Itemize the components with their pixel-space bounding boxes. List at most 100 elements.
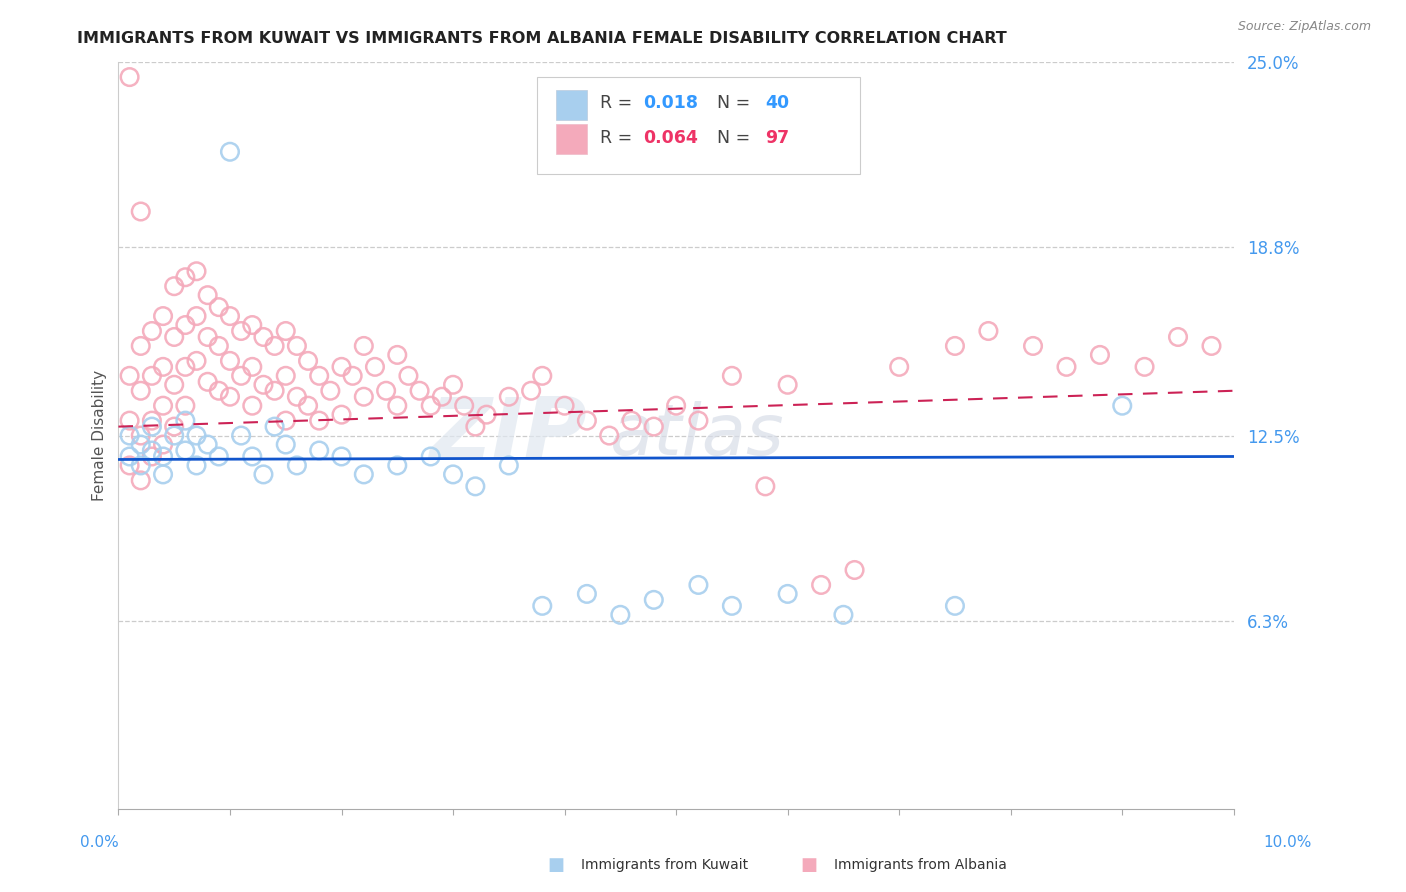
Point — [231, 368, 253, 383]
Point — [263, 419, 285, 434]
Text: ■: ■ — [800, 856, 817, 874]
Point — [197, 288, 219, 302]
Point — [844, 563, 866, 577]
Point — [252, 377, 274, 392]
Point — [375, 384, 398, 398]
Point — [520, 384, 543, 398]
Point — [174, 359, 197, 374]
Point — [129, 428, 152, 442]
Point — [118, 414, 141, 428]
Text: N =: N = — [706, 95, 756, 112]
Point — [598, 428, 620, 442]
Point — [274, 368, 297, 383]
Point — [274, 324, 297, 338]
Text: R =: R = — [600, 128, 638, 146]
Point — [152, 437, 174, 451]
Point — [285, 458, 308, 473]
Point — [531, 368, 554, 383]
Point — [754, 479, 776, 493]
Point — [308, 414, 330, 428]
Text: 0.018: 0.018 — [643, 95, 697, 112]
Point — [152, 309, 174, 323]
Point — [252, 330, 274, 344]
Point — [554, 399, 576, 413]
Point — [141, 450, 163, 464]
Point — [163, 377, 186, 392]
Point — [688, 414, 710, 428]
Point — [387, 399, 409, 413]
FancyBboxPatch shape — [555, 124, 586, 154]
Point — [387, 458, 409, 473]
Point — [1133, 359, 1156, 374]
Point — [285, 339, 308, 353]
Point — [163, 428, 186, 442]
Text: N =: N = — [706, 128, 756, 146]
Point — [776, 377, 799, 392]
Point — [219, 390, 242, 404]
Point — [163, 419, 186, 434]
Point — [643, 419, 665, 434]
Text: ZIP: ZIP — [429, 394, 586, 477]
Point — [118, 458, 141, 473]
Point — [163, 279, 186, 293]
Point — [464, 419, 486, 434]
Point — [1056, 359, 1078, 374]
Point — [252, 467, 274, 482]
Point — [330, 359, 353, 374]
Point — [219, 309, 242, 323]
Point — [419, 450, 441, 464]
Point — [620, 414, 643, 428]
Point — [1167, 330, 1189, 344]
Text: IMMIGRANTS FROM KUWAIT VS IMMIGRANTS FROM ALBANIA FEMALE DISABILITY CORRELATION : IMMIGRANTS FROM KUWAIT VS IMMIGRANTS FRO… — [77, 31, 1007, 46]
Point — [129, 339, 152, 353]
Point — [129, 458, 152, 473]
Point — [575, 414, 598, 428]
Point — [464, 479, 486, 493]
Point — [219, 145, 242, 159]
Point — [186, 309, 208, 323]
Point — [721, 599, 744, 613]
Point — [387, 348, 409, 362]
Y-axis label: Female Disability: Female Disability — [93, 370, 107, 501]
Text: ■: ■ — [547, 856, 564, 874]
Point — [1022, 339, 1045, 353]
Point — [665, 399, 688, 413]
Point — [943, 339, 966, 353]
Point — [197, 330, 219, 344]
Point — [430, 390, 453, 404]
Point — [396, 368, 419, 383]
Text: R =: R = — [600, 95, 638, 112]
Point — [141, 419, 163, 434]
Point — [721, 368, 744, 383]
Point — [186, 264, 208, 278]
Point — [186, 458, 208, 473]
Point — [174, 443, 197, 458]
Point — [419, 399, 441, 413]
Point — [263, 384, 285, 398]
Point — [1088, 348, 1111, 362]
Point — [353, 390, 375, 404]
Text: Immigrants from Albania: Immigrants from Albania — [834, 858, 1007, 872]
Point — [240, 318, 263, 332]
Point — [274, 437, 297, 451]
Point — [943, 599, 966, 613]
Point — [174, 399, 197, 413]
Point — [1111, 399, 1133, 413]
Point — [118, 70, 141, 84]
Text: 0.064: 0.064 — [643, 128, 697, 146]
Point — [240, 399, 263, 413]
Point — [129, 437, 152, 451]
Point — [219, 354, 242, 368]
Point — [240, 450, 263, 464]
Point — [475, 408, 498, 422]
Point — [263, 339, 285, 353]
Point — [776, 587, 799, 601]
Point — [1201, 339, 1223, 353]
Point — [231, 324, 253, 338]
Point — [453, 399, 475, 413]
Point — [297, 399, 319, 413]
Point — [575, 587, 598, 601]
FancyBboxPatch shape — [555, 90, 586, 120]
Point — [330, 408, 353, 422]
Point — [531, 599, 554, 613]
